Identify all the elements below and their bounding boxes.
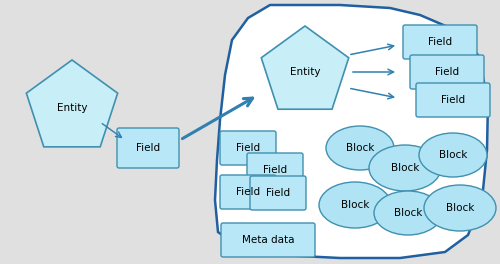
Ellipse shape: [374, 191, 442, 235]
Text: Field: Field: [263, 165, 287, 175]
FancyBboxPatch shape: [220, 131, 276, 165]
FancyBboxPatch shape: [410, 55, 484, 89]
FancyBboxPatch shape: [250, 176, 306, 210]
Text: Block: Block: [391, 163, 419, 173]
Text: Field: Field: [136, 143, 160, 153]
Text: Block: Block: [394, 208, 422, 218]
Text: Field: Field: [236, 143, 260, 153]
Ellipse shape: [424, 185, 496, 231]
Polygon shape: [215, 5, 488, 258]
Text: Block: Block: [341, 200, 369, 210]
Text: Field: Field: [441, 95, 465, 105]
Text: Block: Block: [446, 203, 474, 213]
Text: Field: Field: [435, 67, 459, 77]
Text: Entity: Entity: [290, 67, 320, 77]
Polygon shape: [26, 60, 118, 147]
Ellipse shape: [369, 145, 441, 191]
Ellipse shape: [319, 182, 391, 228]
Text: Block: Block: [346, 143, 374, 153]
Text: Field: Field: [266, 188, 290, 198]
FancyBboxPatch shape: [416, 83, 490, 117]
FancyBboxPatch shape: [403, 25, 477, 59]
FancyBboxPatch shape: [117, 128, 179, 168]
FancyBboxPatch shape: [220, 175, 276, 209]
Ellipse shape: [326, 126, 394, 170]
Text: Entity: Entity: [57, 103, 88, 113]
Text: Field: Field: [236, 187, 260, 197]
Text: Field: Field: [428, 37, 452, 47]
Ellipse shape: [419, 133, 487, 177]
FancyBboxPatch shape: [247, 153, 303, 187]
FancyBboxPatch shape: [221, 223, 315, 257]
Text: Meta data: Meta data: [242, 235, 294, 245]
Polygon shape: [262, 26, 348, 109]
Text: Block: Block: [439, 150, 467, 160]
